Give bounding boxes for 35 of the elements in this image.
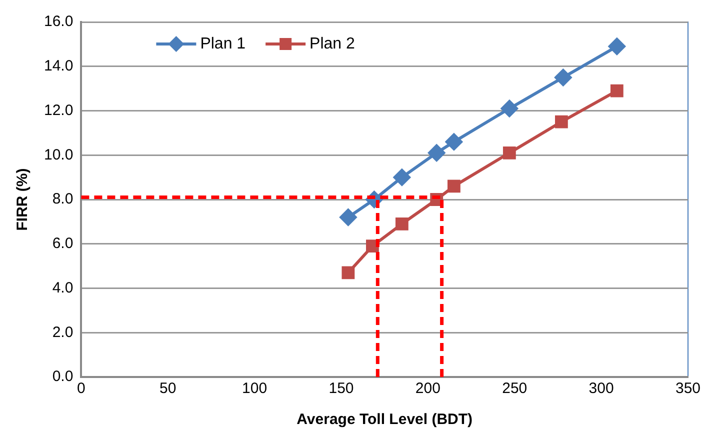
point — [428, 144, 446, 162]
point — [500, 100, 518, 118]
point — [395, 217, 408, 230]
x-tick-label: 100 — [242, 380, 268, 398]
y-tick-label: 12.0 — [44, 102, 74, 119]
point — [502, 146, 516, 160]
legend-label: Plan 2 — [310, 35, 356, 52]
x-tick-label: 50 — [160, 380, 176, 398]
x-tick-label: 200 — [415, 380, 440, 398]
y-tick-label: 4.0 — [52, 279, 74, 296]
y-tick-label: 16.0 — [44, 13, 74, 30]
x-tick-label: 350 — [675, 380, 701, 398]
point — [340, 208, 357, 226]
y-tick-label: 10.0 — [44, 146, 74, 164]
point — [342, 266, 355, 280]
y-tick-label: 14.0 — [44, 58, 74, 75]
legend-label: Plan 1 — [200, 35, 246, 52]
x-axis-title: Average Toll Level (BDT) — [296, 411, 473, 428]
x-tick-label: 250 — [502, 380, 528, 398]
x-tick-label: 0 — [77, 380, 86, 398]
y-tick-label: 8.0 — [52, 190, 74, 208]
point — [554, 115, 568, 128]
point — [608, 38, 626, 55]
point — [366, 240, 379, 253]
y-tick-label: 6.0 — [52, 235, 74, 252]
x-tick-label: 150 — [328, 380, 354, 398]
y-tick-label: 0.0 — [52, 368, 74, 386]
point — [393, 168, 410, 186]
point — [610, 84, 624, 98]
point — [445, 133, 462, 150]
point — [554, 68, 572, 86]
y-axis-title: FIRR (%) — [14, 168, 32, 231]
y-tick-label: 2.0 — [52, 324, 74, 341]
point — [447, 180, 460, 193]
x-tick-label: 300 — [588, 380, 614, 398]
